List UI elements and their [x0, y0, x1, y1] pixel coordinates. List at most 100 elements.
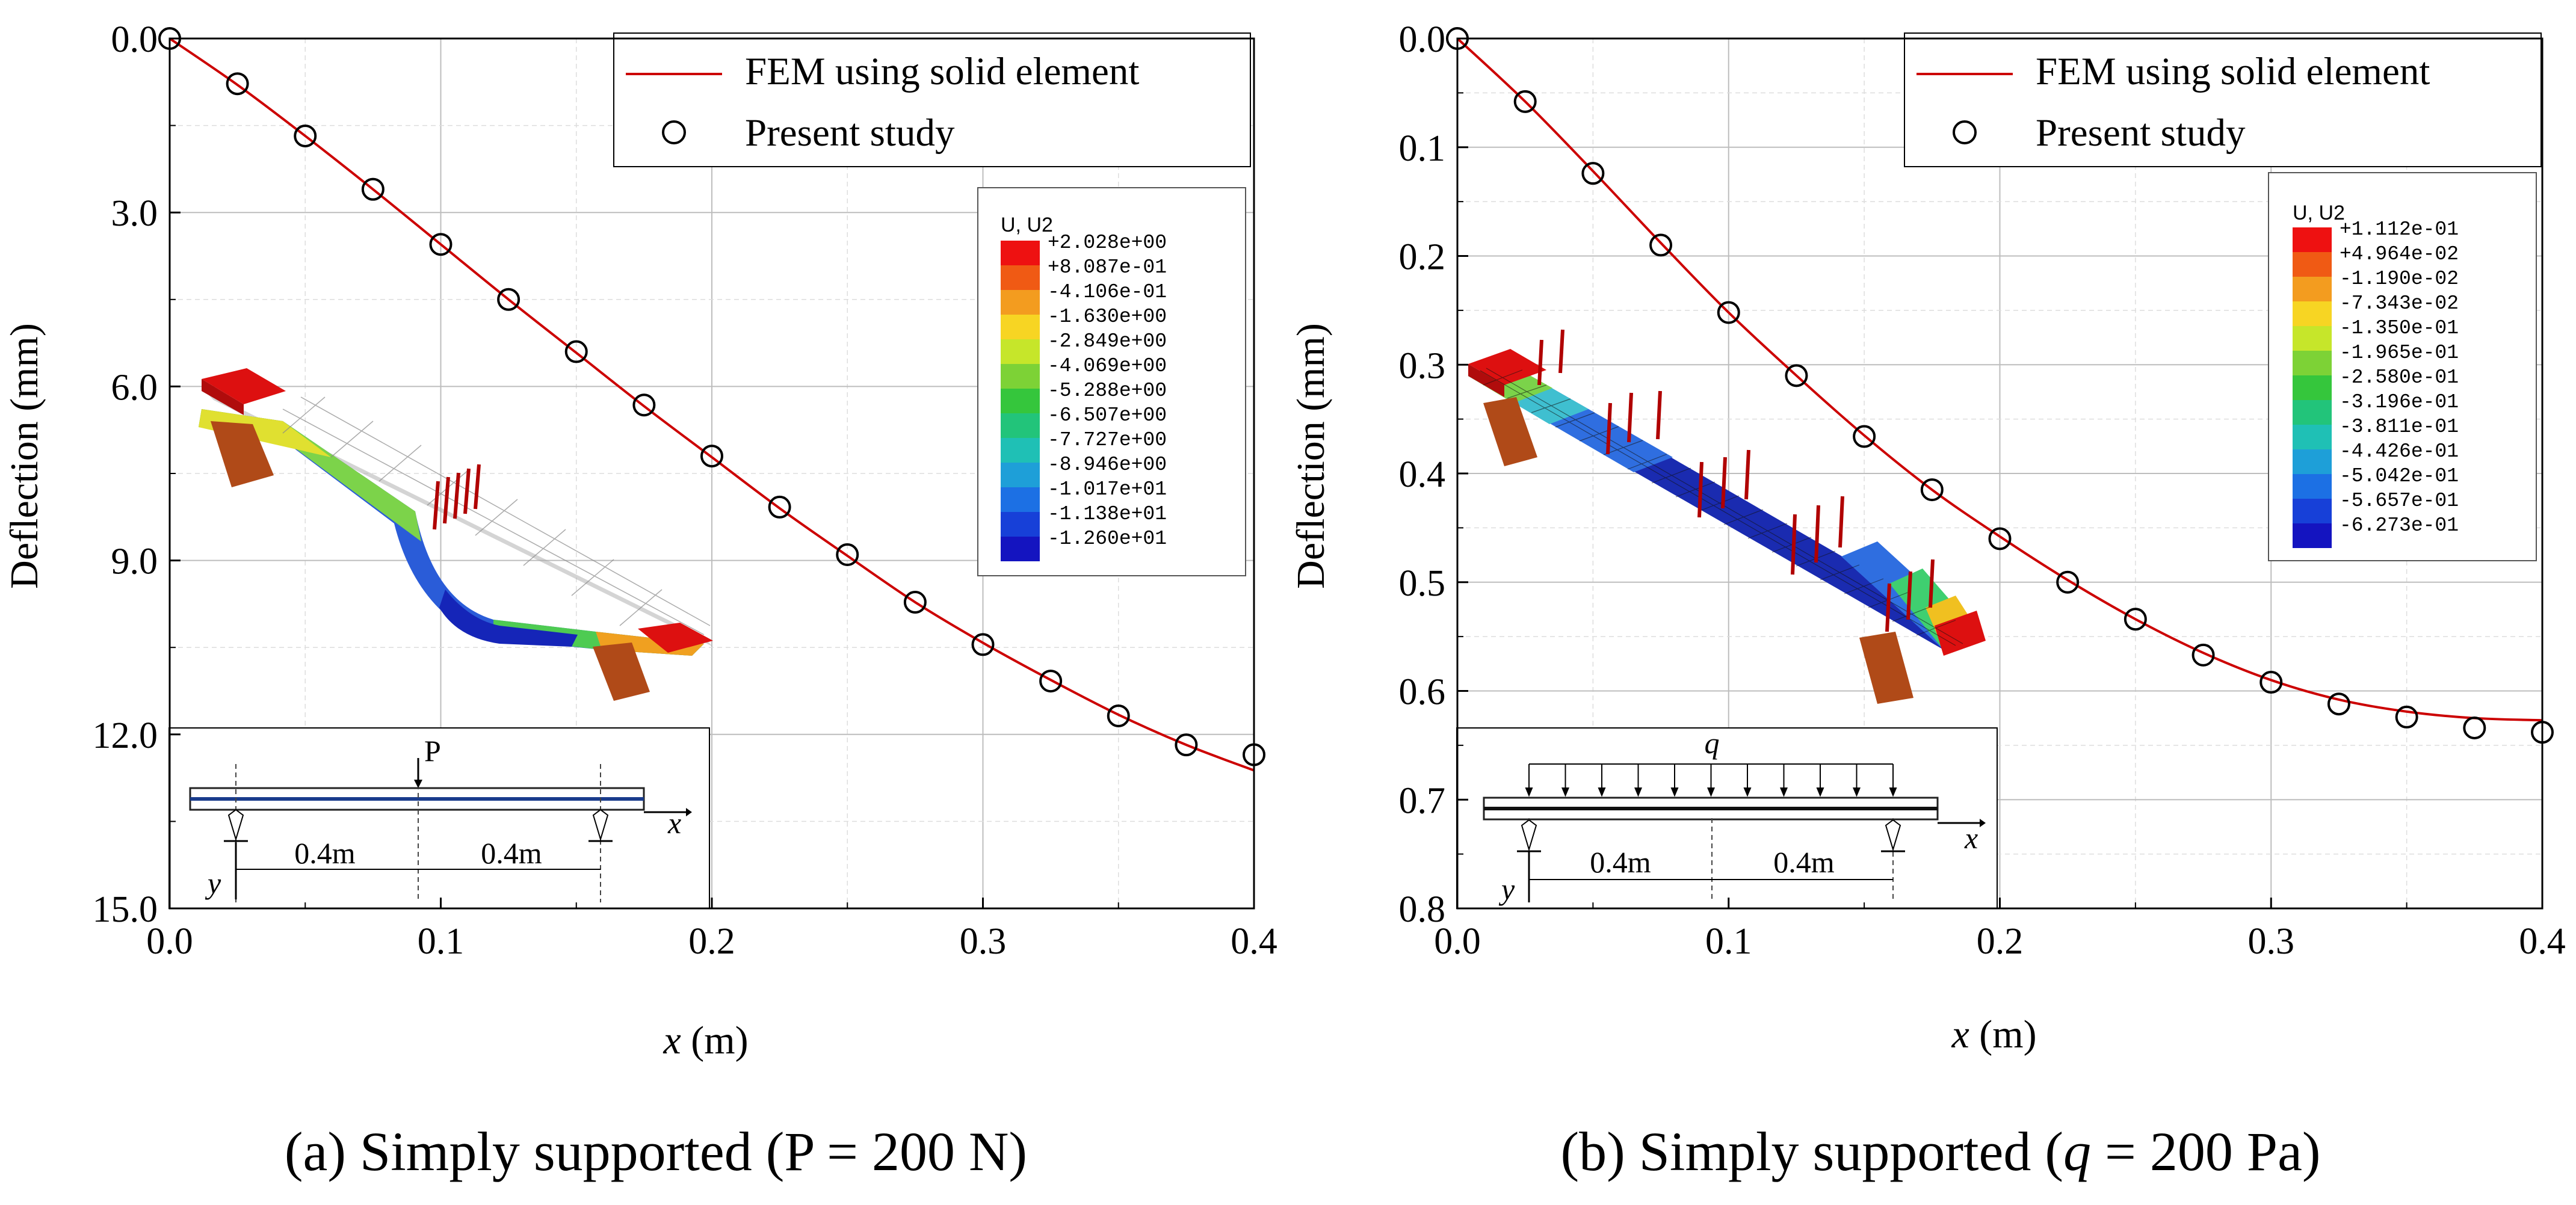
- x-tick-label: 0.1: [1705, 921, 1752, 962]
- schematic-axis-x-b: x: [1964, 821, 1978, 855]
- y-tick-label: 12.0: [93, 715, 158, 756]
- contour-value: +2.028e+00: [1048, 232, 1167, 254]
- beam-schematic-b: x q 0.4m 0.4m y: [1456, 726, 1998, 909]
- contour-value: -3.196e-01: [2340, 391, 2459, 413]
- contour-value: -5.042e-01: [2340, 465, 2459, 487]
- chart-a: U, U2 +2.028e+00+8.087e-01-4.106e-01 -1.6…: [2, 19, 1277, 1182]
- present-study-point: [2056, 570, 2080, 594]
- contour-swatch: [1001, 463, 1040, 487]
- chart-b: U, U2 +1.112e-01+4.964e-02 -1.190e-02-7.3…: [1289, 19, 2566, 1182]
- contour-swatch: [1001, 537, 1040, 561]
- contour-value: -3.811e-01: [2340, 416, 2459, 438]
- contour-swatch: [1001, 413, 1040, 438]
- contour-swatch: [2293, 277, 2332, 301]
- y-tick-label: 0.7: [1399, 780, 1446, 821]
- load-arrow-head: [1561, 787, 1569, 797]
- caption-a: (a) Simply supported (P = 200 N): [285, 1121, 1027, 1182]
- y-tick-label: 0.3: [1399, 345, 1446, 386]
- y-tick-label: 0.4: [1399, 454, 1446, 495]
- x-tick-label: 0.2: [688, 921, 735, 962]
- series-b: [1446, 27, 2554, 744]
- present-study-point: [361, 177, 385, 201]
- present-study-point: [768, 495, 791, 519]
- contour-value: -6.507e+00: [1048, 404, 1167, 427]
- present-study-point: [971, 633, 995, 656]
- present-study-point: [2327, 692, 2350, 716]
- present-study-point: [294, 124, 317, 147]
- present-study-point: [497, 288, 520, 311]
- contour-value: -1.138e+01: [1048, 503, 1167, 525]
- y-tick-label: 0.8: [1399, 889, 1446, 930]
- x-tick-label: 0.3: [2248, 921, 2295, 962]
- present-study-point: [429, 233, 452, 256]
- present-study-point: [1988, 527, 2012, 550]
- present-study-point: [2191, 643, 2215, 667]
- contour-value: -8.946e+00: [1048, 454, 1167, 476]
- present-study-point: [836, 543, 859, 566]
- contour-swatch: [2293, 523, 2332, 548]
- legend-fem-label-a: FEM using solid element: [745, 50, 1139, 93]
- x-tick-label: 0.3: [960, 921, 1007, 962]
- contour-swatch: [1001, 265, 1040, 290]
- contour-value: -2.580e-01: [2340, 366, 2459, 389]
- load-arrow-head: [1743, 787, 1752, 797]
- contour-swatch: [1001, 438, 1040, 463]
- axes-a: 0.0 0.1 0.2 0.3 0.4 0.0 3.0 6.0 9.0 12.0 15.0: [93, 19, 1277, 962]
- x-tick-label: 0.4: [1231, 921, 1277, 962]
- contour-value: +4.964e-02: [2340, 243, 2459, 265]
- present-study-point: [2395, 705, 2418, 729]
- present-study-point: [1581, 162, 1605, 185]
- contour-value: -4.069e+00: [1048, 355, 1167, 377]
- present-study-point: [2463, 716, 2486, 739]
- schematic-axis-x-a: x: [667, 806, 681, 840]
- load-arrow-head: [1670, 787, 1679, 797]
- contour-swatch: [2293, 449, 2332, 474]
- y-axis-label-a: Deflection (mm): [2, 323, 46, 589]
- x-tick-label: 0.0: [146, 921, 193, 962]
- legend-b: FEM using solid element Present study: [1904, 32, 2542, 167]
- load-arrow-head: [1598, 787, 1606, 797]
- present-study-point: [903, 591, 927, 614]
- y-tick-label: 0.0: [1399, 19, 1446, 60]
- y-tick-label: 0.1: [1399, 128, 1446, 169]
- load-arrow-head: [1853, 787, 1861, 797]
- load-arrow-head: [1525, 787, 1533, 797]
- schematic-span-left-b: 0.4m: [1590, 845, 1651, 879]
- contour-swatch: [1001, 364, 1040, 389]
- contour-swatch: [2293, 227, 2332, 252]
- present-study-point: [1717, 301, 1740, 324]
- fem-contour-inset-a: [199, 368, 713, 701]
- y-tick-label: 0.5: [1399, 563, 1446, 604]
- contour-swatch: [1001, 389, 1040, 413]
- beam-schematic-a: x P 0.4m 0.4m y: [168, 727, 710, 909]
- contour-legend-b: U, U2 +1.112e-01+4.964e-02 -1.190e-02-7.3…: [2268, 172, 2537, 561]
- contour-value: -1.260e+01: [1048, 528, 1167, 550]
- y-tick-label: 0.0: [111, 19, 158, 60]
- contour-legend-title-a: U, U2: [1001, 214, 1053, 236]
- fem-line-b: [1456, 37, 2543, 722]
- schematic-span-right-b: 0.4m: [1773, 845, 1835, 879]
- schematic-axis-y-b: y: [1498, 872, 1515, 906]
- contour-value: -6.273e-01: [2340, 514, 2459, 537]
- present-study-point: [1853, 425, 1876, 448]
- load-arrow-head: [1707, 787, 1715, 797]
- contour-swatch: [2293, 326, 2332, 351]
- load-arrow-head: [1889, 787, 1897, 797]
- present-study-point: [700, 445, 723, 468]
- load-arrow-head: [1634, 787, 1642, 797]
- schematic-axis-y-a: y: [205, 866, 221, 900]
- contour-value: -7.343e-02: [2340, 292, 2459, 315]
- present-study-point: [1107, 704, 1130, 727]
- present-study-point: [1649, 233, 1673, 257]
- x-tick-label: 0.2: [1977, 921, 2024, 962]
- series-a: [158, 27, 1265, 772]
- schematic-load-label-a: P: [424, 734, 441, 768]
- present-study-point: [632, 393, 656, 417]
- load-arrow-head: [1816, 787, 1824, 797]
- y-tick-label: 0.2: [1399, 237, 1446, 278]
- fem-line-a: [168, 37, 1255, 772]
- contour-value: -2.849e+00: [1048, 330, 1167, 353]
- contour-swatch: [1001, 339, 1040, 364]
- contour-swatch: [2293, 400, 2332, 425]
